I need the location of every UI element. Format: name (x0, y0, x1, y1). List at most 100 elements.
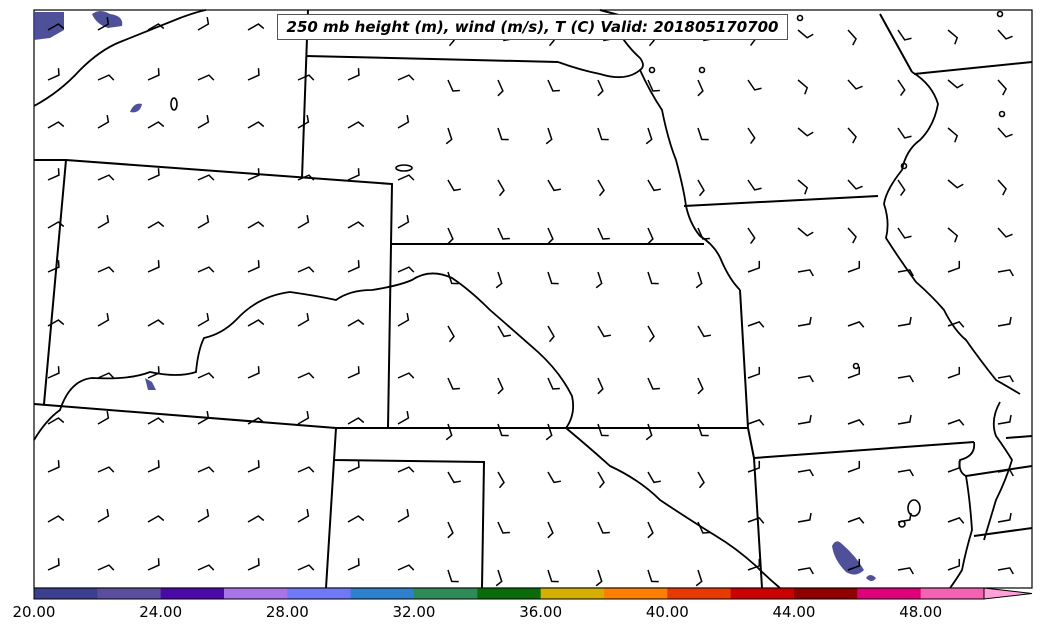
wind-barb (147, 319, 165, 327)
wind-barb (447, 325, 455, 343)
wind-barb (897, 269, 914, 277)
colorbar-tick-label: 36.00 (519, 603, 562, 621)
wind-barb (47, 515, 65, 523)
wind-barb (747, 79, 762, 91)
wind-barb (297, 466, 315, 473)
wind-barb (997, 414, 1012, 425)
lake (996, 10, 1004, 18)
wind-barb (445, 423, 453, 441)
wind-barb (647, 179, 662, 192)
wind-barb (547, 179, 562, 192)
colorbar-tick-label: 44.00 (773, 603, 816, 621)
wind-barb (697, 127, 709, 141)
wind-barb (747, 260, 761, 273)
wind-barb (447, 227, 454, 245)
wind-barb (897, 375, 914, 383)
wind-barbs (47, 16, 1014, 587)
wind-barb (347, 460, 360, 473)
wind-barb (47, 260, 60, 273)
lake (907, 499, 921, 517)
border-line (879, 13, 913, 73)
wind-barb (297, 114, 310, 129)
wind-barb (947, 179, 964, 189)
wind-barb (997, 567, 1014, 575)
wind-barb (947, 321, 965, 328)
wind-barb (997, 29, 1013, 40)
lake (648, 66, 656, 74)
wind-barb (247, 68, 260, 81)
wind-barb (747, 460, 761, 473)
temperature-patch-se-2 (866, 575, 876, 581)
colorbar-swatch (97, 588, 162, 599)
wind-barb (47, 221, 65, 229)
wind-barb (247, 515, 265, 523)
wind-barb (947, 558, 961, 571)
wind-barb (197, 174, 215, 181)
wind-barb (497, 521, 510, 534)
wind-barb (97, 16, 110, 31)
wind-barb (397, 312, 410, 327)
wind-barb (347, 417, 365, 425)
wind-barb (597, 377, 604, 395)
wind-barb (497, 127, 509, 141)
wind-barb (847, 419, 865, 426)
wind-barb (547, 325, 555, 343)
wind-barb (797, 375, 814, 383)
border-line (965, 465, 1033, 477)
wind-barb (797, 567, 814, 575)
wind-barb (47, 366, 60, 379)
wind-barb (847, 517, 865, 524)
wind-barb (497, 179, 505, 197)
wind-barb (997, 316, 1012, 327)
wind-barb (397, 372, 415, 379)
colorbar-swatch (34, 588, 98, 599)
wind-barb (847, 227, 857, 244)
border-line (1005, 435, 1033, 439)
lakes (170, 10, 1006, 528)
wind-barb (797, 269, 814, 277)
wind-barb (697, 521, 710, 534)
wind-barb (797, 29, 814, 39)
wind-barb (397, 266, 415, 273)
wind-barb (697, 179, 705, 197)
wind-barb (897, 567, 914, 575)
wind-barb (897, 316, 912, 327)
border-line (913, 61, 1033, 75)
colorbar-swatch (287, 588, 352, 599)
wind-barb (847, 558, 861, 571)
wind-barb (247, 168, 260, 181)
wind-barb (47, 68, 60, 81)
wind-barb (547, 471, 562, 484)
wind-barb (797, 179, 809, 195)
wind-barb (897, 127, 912, 139)
colorbar-swatch (794, 588, 858, 599)
wind-barb (397, 174, 415, 181)
colorbar-tick-label: 48.00 (899, 603, 942, 621)
wind-barb (897, 512, 912, 523)
lake (900, 162, 908, 170)
wind-barb (247, 23, 265, 31)
wind-barb (497, 79, 504, 97)
wind-barb (447, 471, 462, 484)
wind-barb (897, 414, 912, 425)
wind-barb (897, 79, 906, 97)
wind-barb (347, 515, 365, 523)
wind-barb (997, 179, 1007, 196)
temperature-fill-patches (34, 11, 876, 581)
wind-barb (497, 377, 504, 395)
wind-barb (997, 269, 1014, 277)
wind-barb (847, 260, 861, 273)
wind-barb (947, 517, 965, 524)
wind-barb (347, 319, 365, 327)
border-line (325, 459, 335, 589)
wind-barb (247, 260, 260, 273)
wind-barb (97, 564, 115, 571)
wind-barb (197, 508, 210, 523)
colorbar-tick-label: 28.00 (266, 603, 309, 621)
wind-barb (397, 508, 410, 523)
river-line (33, 9, 207, 107)
wind-barb (347, 260, 360, 273)
wind-barb (197, 466, 215, 473)
colorbar-swatch (604, 588, 668, 599)
